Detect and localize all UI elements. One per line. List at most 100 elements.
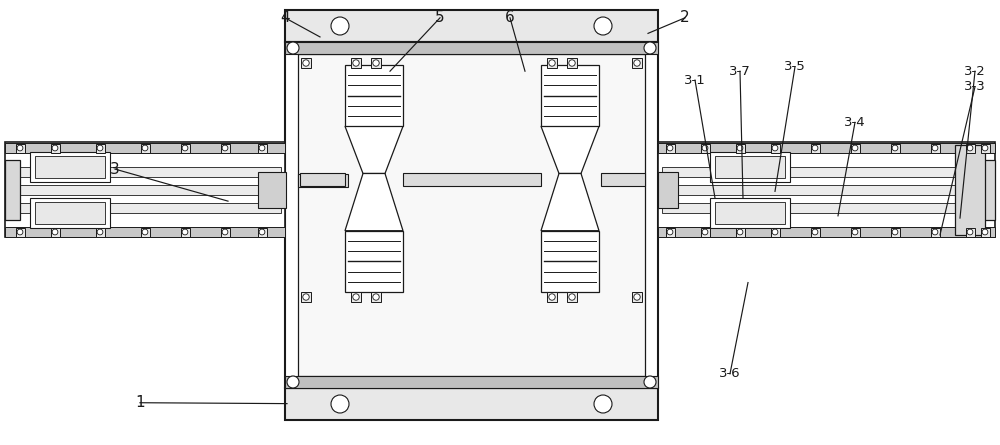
Circle shape [967, 229, 973, 235]
Circle shape [634, 294, 640, 300]
Bar [9, 167, 281, 177]
Bar [891, 227, 900, 236]
Bar [345, 65, 403, 126]
Bar [658, 142, 995, 237]
Circle shape [812, 229, 818, 235]
Circle shape [932, 229, 938, 235]
Text: 4: 4 [280, 10, 290, 25]
Bar [662, 185, 991, 195]
Circle shape [644, 376, 656, 388]
Bar [966, 143, 974, 153]
Text: 3-4: 3-4 [844, 116, 866, 129]
Bar [5, 143, 285, 153]
Circle shape [303, 294, 309, 300]
Circle shape [303, 60, 309, 66]
Circle shape [97, 145, 103, 151]
Bar [16, 143, 24, 153]
Bar [715, 156, 785, 178]
Bar [30, 152, 110, 182]
Text: 1: 1 [135, 395, 145, 410]
Bar [96, 227, 104, 236]
Bar [715, 202, 785, 224]
Bar [601, 173, 645, 186]
Circle shape [892, 145, 898, 151]
Bar [371, 292, 381, 302]
Circle shape [142, 145, 148, 151]
Polygon shape [345, 126, 403, 174]
Bar [345, 231, 403, 292]
Bar [980, 160, 995, 220]
Bar [810, 227, 820, 236]
Circle shape [772, 145, 778, 151]
Bar [955, 145, 985, 235]
Bar [301, 292, 311, 302]
Polygon shape [541, 126, 599, 174]
Circle shape [702, 229, 708, 235]
Circle shape [967, 145, 973, 151]
Circle shape [17, 229, 23, 235]
Bar [810, 143, 820, 153]
Bar [700, 143, 710, 153]
Bar [140, 227, 150, 236]
Circle shape [569, 294, 575, 300]
Bar [930, 227, 940, 236]
Bar [658, 172, 678, 208]
Bar [220, 227, 230, 236]
Circle shape [331, 395, 349, 413]
Bar [258, 172, 286, 208]
Text: 6: 6 [505, 10, 515, 25]
Bar [930, 143, 940, 153]
Bar [710, 152, 790, 182]
Circle shape [331, 17, 349, 35]
Circle shape [569, 60, 575, 66]
Circle shape [353, 294, 359, 300]
Bar [16, 227, 24, 236]
Bar [298, 174, 348, 186]
Text: 3-3: 3-3 [964, 80, 986, 93]
Circle shape [634, 60, 640, 66]
Circle shape [852, 145, 858, 151]
Text: 3-7: 3-7 [729, 65, 751, 78]
Circle shape [287, 376, 299, 388]
Bar [980, 227, 990, 236]
Circle shape [142, 229, 148, 235]
Circle shape [97, 229, 103, 235]
Bar [300, 173, 345, 186]
Bar [351, 58, 361, 68]
Bar [9, 185, 281, 195]
Circle shape [222, 229, 228, 235]
Bar [351, 292, 361, 302]
Circle shape [852, 229, 858, 235]
Bar [258, 143, 266, 153]
Circle shape [373, 294, 379, 300]
Circle shape [702, 145, 708, 151]
Bar [258, 227, 266, 236]
Bar [541, 231, 599, 292]
Bar [567, 292, 577, 302]
Bar [632, 58, 642, 68]
Bar [891, 143, 900, 153]
Bar [658, 143, 995, 153]
Bar [966, 227, 974, 236]
Circle shape [52, 229, 58, 235]
Circle shape [182, 229, 188, 235]
Bar [180, 143, 190, 153]
Bar [736, 227, 744, 236]
Circle shape [737, 229, 743, 235]
Text: 3-1: 3-1 [684, 73, 706, 87]
Text: 3-5: 3-5 [784, 60, 806, 73]
Bar [371, 58, 381, 68]
Circle shape [17, 145, 23, 151]
Bar [285, 42, 658, 54]
Bar [666, 143, 674, 153]
Bar [5, 160, 20, 220]
Bar [403, 173, 541, 186]
Circle shape [52, 145, 58, 151]
Text: 2: 2 [680, 10, 690, 25]
Bar [770, 143, 780, 153]
Bar [50, 227, 60, 236]
Circle shape [373, 60, 379, 66]
Bar [285, 42, 658, 388]
Bar [30, 198, 110, 228]
Bar [35, 202, 105, 224]
